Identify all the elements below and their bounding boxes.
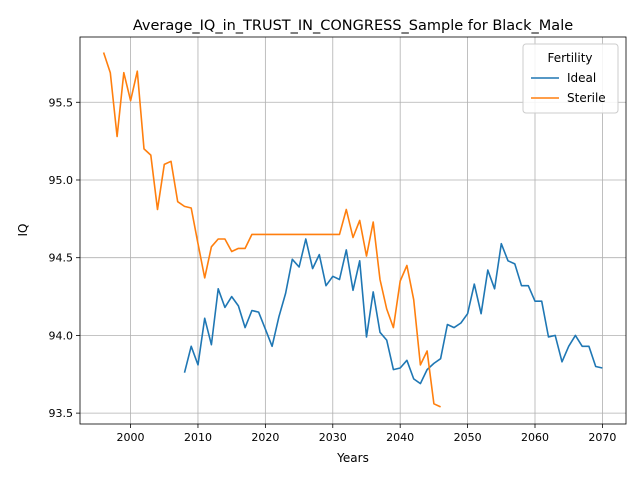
x-tick-label: 2040 bbox=[386, 431, 414, 444]
chart-title: Average_IQ_in_TRUST_IN_CONGRESS_Sample f… bbox=[133, 18, 573, 34]
legend-title: Fertility bbox=[547, 51, 592, 65]
x-tick-label: 2010 bbox=[184, 431, 212, 444]
x-tick-label: 2060 bbox=[521, 431, 549, 444]
series-line-sterile bbox=[102, 52, 441, 408]
legend-label-sterile: Sterile bbox=[567, 91, 606, 105]
y-tick-label: 93.5 bbox=[49, 407, 74, 420]
y-axis-label: IQ bbox=[16, 224, 30, 237]
y-tick-label: 94.5 bbox=[49, 252, 74, 265]
series-lines bbox=[102, 52, 603, 408]
plot-frame bbox=[79, 36, 627, 425]
x-axis-label: Years bbox=[336, 451, 369, 465]
legend: Fertility Ideal Sterile bbox=[522, 43, 619, 114]
y-tick-label: 95.5 bbox=[49, 96, 74, 109]
y-tick-label: 94.0 bbox=[49, 329, 74, 342]
legend-box bbox=[522, 43, 619, 114]
y-tick-label: 95.0 bbox=[49, 174, 74, 187]
x-tick-label: 2000 bbox=[117, 431, 145, 444]
x-tick-label: 2020 bbox=[251, 431, 279, 444]
series-line-ideal bbox=[183, 238, 603, 385]
x-tick-label: 2030 bbox=[319, 431, 347, 444]
x-axis-ticks: 2000 2010 2020 2030 2040 2050 2060 2070 bbox=[117, 424, 616, 444]
legend-label-ideal: Ideal bbox=[567, 71, 596, 85]
x-tick-label: 2070 bbox=[588, 431, 616, 444]
y-axis-ticks: 93.5 94.0 94.5 95.0 95.5 bbox=[49, 96, 80, 420]
x-tick-label: 2050 bbox=[454, 431, 482, 444]
